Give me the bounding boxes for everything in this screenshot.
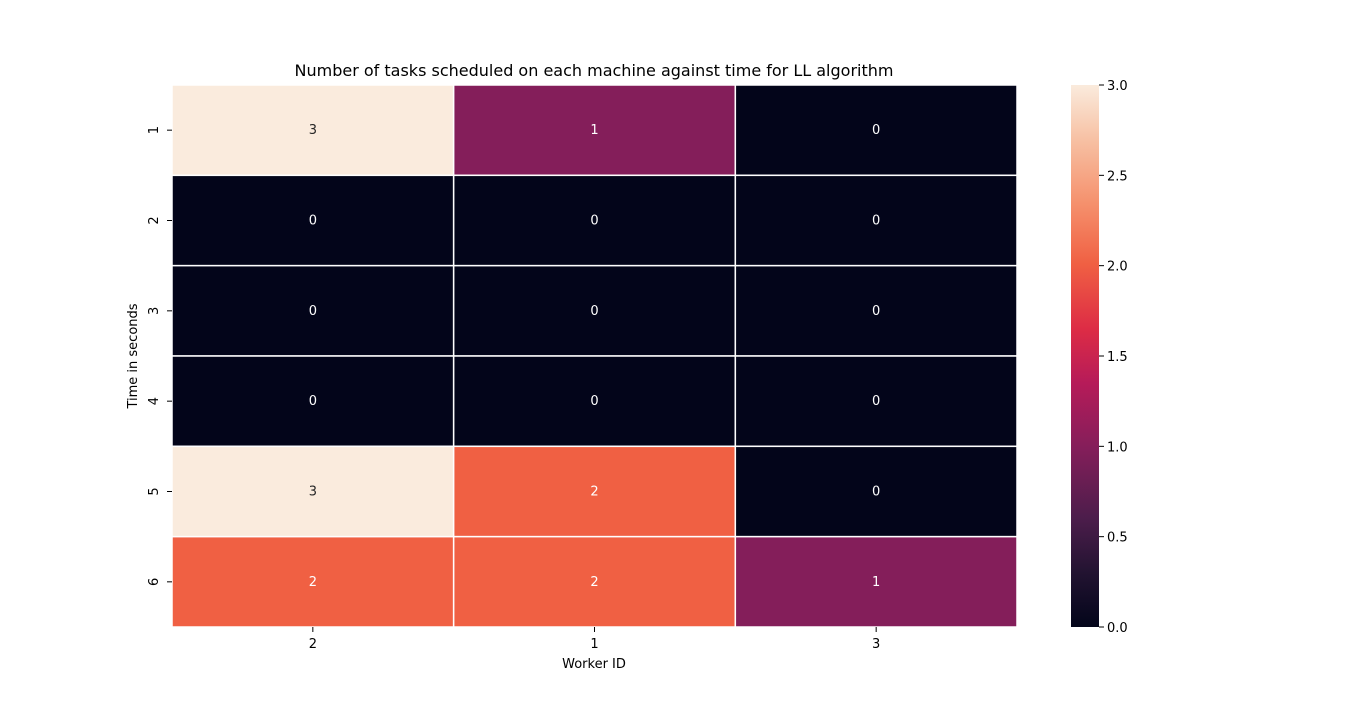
- y-tick-label: 2: [147, 216, 162, 224]
- cell-value-label: 0: [590, 304, 598, 319]
- x-tick-label: 2: [309, 637, 317, 652]
- heatmap-cells: 3 1 0 0 0 0 0 0 0 0 0 0 3 2 0 2 2 1: [171, 84, 1018, 628]
- cell-value-label: 0: [309, 304, 317, 319]
- colorbar-ticks: 0.0 0.5 1.0 1.5 2.0 2.5 3.0: [1099, 79, 1128, 636]
- cell-value-label: 3: [309, 123, 317, 138]
- colorbar-tick-label: 0.0: [1107, 621, 1128, 636]
- cell-value-label: 0: [872, 394, 880, 409]
- cell-value-label: 1: [872, 575, 880, 590]
- colorbar-tick-label: 1.0: [1107, 440, 1128, 455]
- y-tick-label: 5: [147, 487, 162, 495]
- heatmap-cell: [452, 445, 737, 538]
- heatmap-cell: [734, 84, 1018, 177]
- heatmap-cell: [734, 355, 1018, 448]
- cell-value-label: 0: [309, 214, 317, 229]
- colorbar-tick-label: 0.5: [1107, 531, 1128, 546]
- cell-value-label: 0: [590, 394, 598, 409]
- colorbar-tick-label: 1.5: [1107, 350, 1128, 365]
- cell-value-label: 0: [872, 214, 880, 229]
- x-axis-ticks: 2 1 3: [309, 627, 880, 652]
- heatmap-cell: [452, 535, 737, 628]
- heatmap-cell: [452, 84, 737, 177]
- colorbar-tick-label: 2.0: [1107, 260, 1128, 275]
- heatmap-cell: [734, 535, 1018, 628]
- y-tick-label: 3: [147, 307, 162, 315]
- x-tick-label: 3: [872, 637, 880, 652]
- cell-value-label: 0: [590, 214, 598, 229]
- cell-value-label: 2: [590, 485, 598, 500]
- heatmap-cell: [171, 174, 455, 267]
- heatmap-cell: [171, 84, 455, 177]
- heatmap-cell: [452, 264, 737, 357]
- cell-value-label: 0: [872, 485, 880, 500]
- cell-value-label: 0: [872, 123, 880, 138]
- x-axis-label: Worker ID: [562, 657, 626, 672]
- cell-value-label: 2: [309, 575, 317, 590]
- cell-value-label: 2: [590, 575, 598, 590]
- heatmap-cell: [171, 355, 455, 448]
- y-axis-label: Time in seconds: [126, 303, 141, 409]
- colorbar-tick-label: 2.5: [1107, 169, 1128, 184]
- y-tick-label: 6: [147, 578, 162, 586]
- heatmap-cell: [734, 174, 1018, 267]
- x-tick-label: 1: [590, 637, 598, 652]
- y-axis-ticks: 1 2 3 4 5 6: [147, 126, 172, 586]
- chart-title: Number of tasks scheduled on each machin…: [295, 61, 894, 80]
- cell-value-label: 1: [590, 123, 598, 138]
- heatmap-cell: [734, 445, 1018, 538]
- colorbar: [1071, 85, 1099, 627]
- cell-value-label: 3: [309, 485, 317, 500]
- y-tick-label: 1: [147, 126, 162, 134]
- heatmap-cell: [452, 174, 737, 267]
- heatmap-cell: [171, 445, 455, 538]
- cell-value-label: 0: [872, 304, 880, 319]
- y-tick-label: 4: [147, 397, 162, 405]
- cell-value-label: 0: [309, 394, 317, 409]
- colorbar-tick-label: 3.0: [1107, 79, 1128, 94]
